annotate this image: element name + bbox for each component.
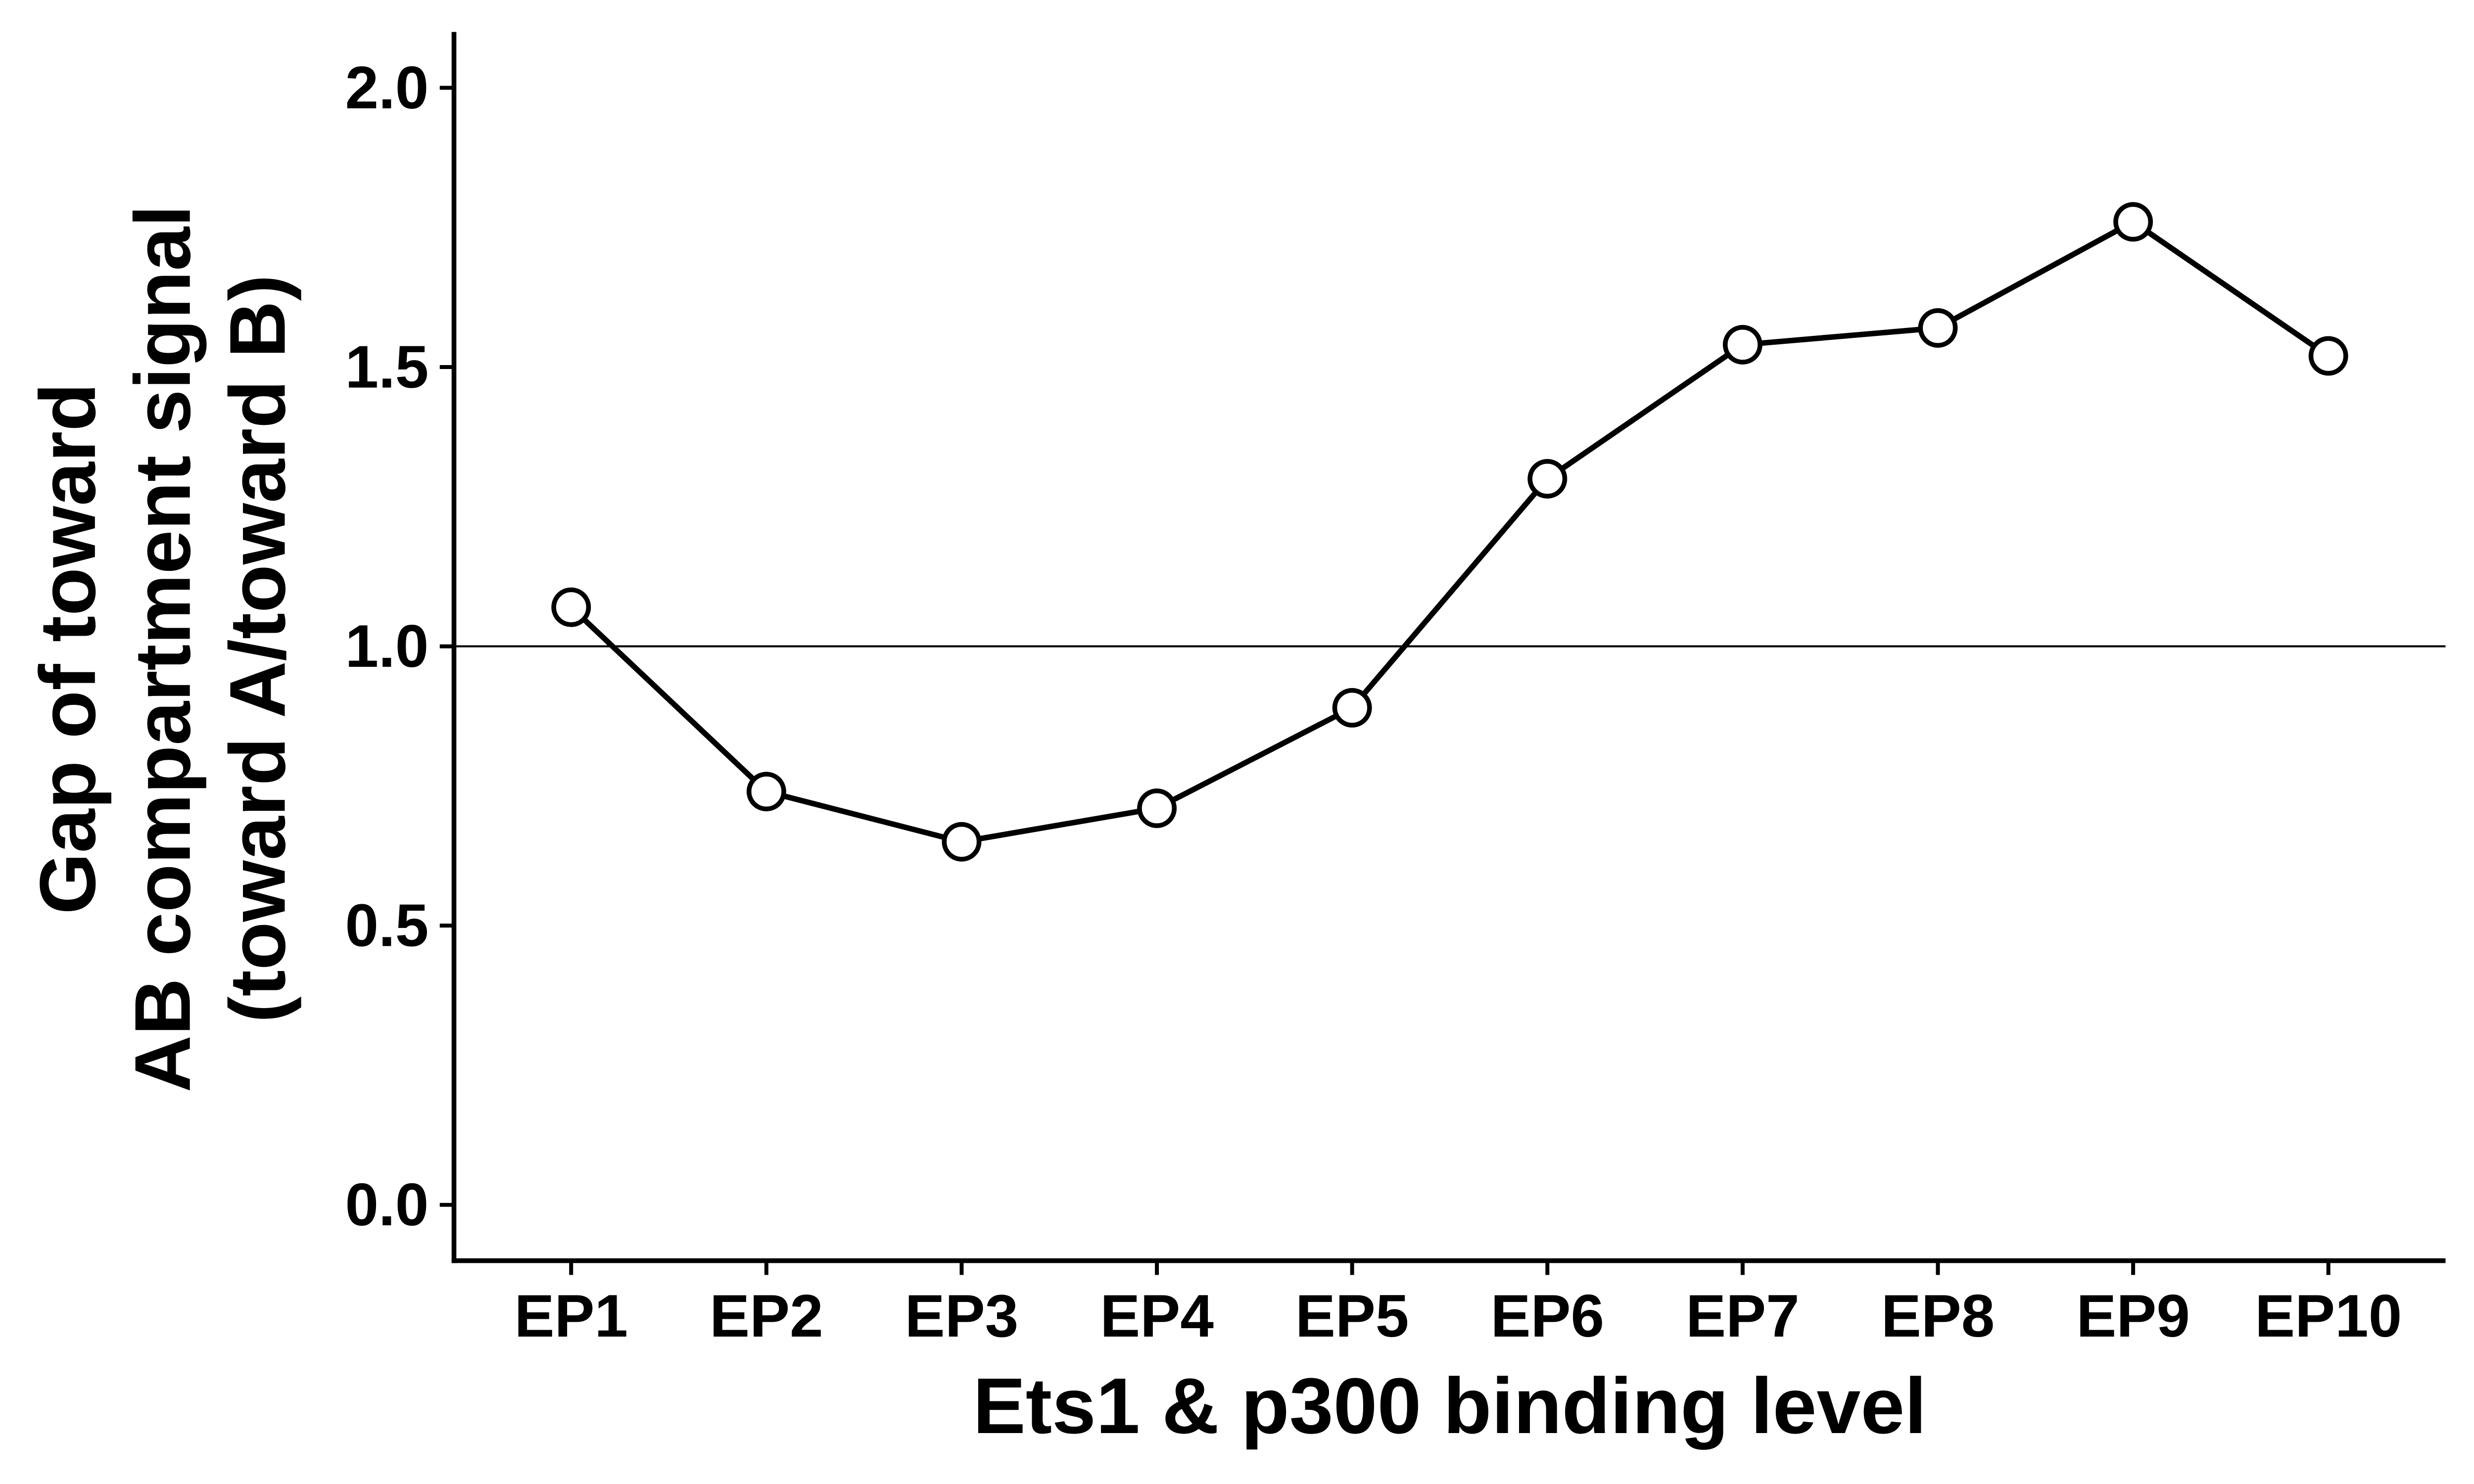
x-tick-label: EP1 — [514, 1282, 628, 1349]
x-tick-label: EP7 — [1686, 1282, 1800, 1349]
y-tick-label: 0.0 — [345, 1171, 429, 1238]
data-point — [942, 822, 982, 862]
data-point — [1722, 325, 1762, 365]
y-axis-title: (toward A/toward B) — [213, 275, 301, 1022]
x-tick-label: EP10 — [2255, 1282, 2402, 1349]
data-point — [2308, 336, 2348, 376]
data-point — [2113, 202, 2153, 242]
x-tick-label: EP3 — [905, 1282, 1019, 1349]
data-point — [746, 772, 786, 812]
data-point — [551, 587, 591, 627]
y-axis-title: Gap of toward — [23, 383, 112, 914]
y-axis-title: AB compartment signal — [118, 205, 207, 1092]
y-tick-label: 0.5 — [345, 892, 429, 959]
x-tick-label: EP4 — [1100, 1282, 1214, 1349]
x-tick-label: EP8 — [1881, 1282, 1995, 1349]
y-tick-label: 2.0 — [345, 54, 429, 121]
y-tick-label: 1.0 — [345, 612, 429, 680]
x-axis-title: Ets1 & p300 binding level — [973, 1361, 1926, 1450]
data-point — [1527, 459, 1568, 499]
series-line — [569, 218, 2330, 845]
y-tick-label: 1.5 — [345, 333, 429, 401]
x-tick-label: EP2 — [710, 1282, 823, 1349]
x-tick-label: EP5 — [1295, 1282, 1409, 1349]
data-point — [1332, 688, 1372, 728]
x-tick-label: EP9 — [2076, 1282, 2190, 1349]
data-point — [1918, 308, 1958, 348]
data-point — [1137, 788, 1177, 828]
x-tick-label: EP6 — [1490, 1282, 1604, 1349]
